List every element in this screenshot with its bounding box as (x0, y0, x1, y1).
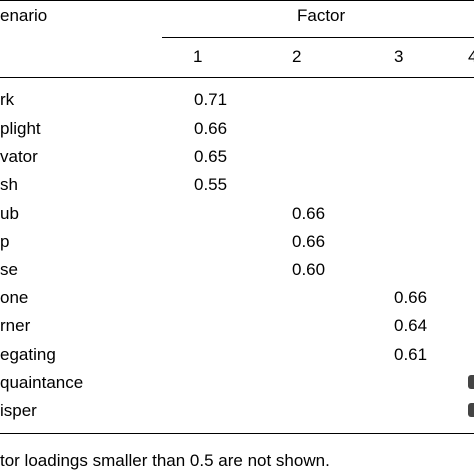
factor-number-3: 3 (394, 47, 404, 66)
row-label: rner (0, 316, 31, 335)
loading-cell: 0.60 (292, 260, 326, 279)
loading-cell: 0.55 (194, 175, 228, 194)
row-label: isper (0, 401, 37, 420)
loading-cell: 0.66 (194, 119, 228, 138)
row-label: rk (0, 90, 15, 109)
loading-cell: 0.61 (394, 345, 428, 364)
factor-header: Factor (297, 6, 346, 25)
scenario-header: enario (0, 6, 48, 25)
loading-cell: 0.71 (194, 90, 228, 109)
clipped-loading-mark (468, 403, 474, 417)
row-label: egating (0, 345, 56, 364)
table-bottom-rule (0, 433, 474, 434)
row-label: ub (0, 204, 19, 223)
loading-cell: 0.65 (194, 147, 228, 166)
row-label: plight (0, 119, 41, 138)
factor-number-4: 4 (468, 47, 474, 66)
factor-number-2: 2 (292, 47, 302, 66)
loading-cell: 0.66 (394, 288, 428, 307)
row-label: se (0, 260, 18, 279)
header-bottom-rule (0, 77, 474, 78)
factor-header-rule (162, 37, 474, 38)
clipped-loading-mark (468, 375, 474, 389)
row-label: p (0, 232, 10, 251)
loading-cell: 0.66 (292, 232, 326, 251)
row-label: sh (0, 175, 18, 194)
row-label: one (0, 288, 29, 307)
factor-number-1: 1 (193, 47, 203, 66)
top-rule (0, 0, 474, 1)
table-footnote: tor loadings smaller than 0.5 are not sh… (0, 451, 330, 470)
row-label: vator (0, 147, 38, 166)
loading-cell: 0.64 (394, 316, 428, 335)
loading-cell: 0.66 (292, 204, 326, 223)
row-label: quaintance (0, 373, 84, 392)
